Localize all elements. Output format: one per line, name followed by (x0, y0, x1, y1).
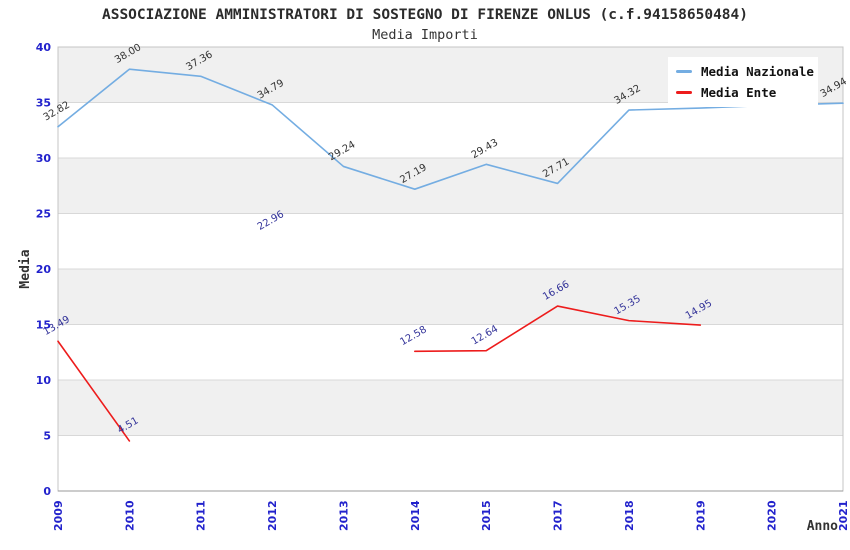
legend-label: Media Nazionale (701, 64, 814, 79)
series-lines (57, 68, 844, 442)
y-tick-label: 35 (36, 97, 51, 110)
y-tick-label: 40 (36, 41, 52, 54)
x-tick-label: 2010 (123, 500, 136, 531)
y-tick-label: 5 (43, 430, 51, 443)
plot-bands (58, 47, 843, 491)
y-axis-title: Media (18, 249, 33, 288)
x-tick-label: 2012 (266, 500, 279, 531)
x-tick-label: 2021 (837, 500, 850, 531)
x-tick-label: 2015 (480, 500, 493, 531)
y-tick-label: 0 (43, 485, 51, 498)
y-tick-label: 20 (36, 263, 52, 276)
legend-item-media-ente[interactable]: Media Ente (676, 85, 814, 100)
gridlines (58, 46, 843, 436)
x-tick-label: 2009 (52, 500, 65, 531)
x-tick-label: 2013 (337, 500, 350, 531)
plot-band (58, 324, 843, 380)
axes (57, 46, 844, 492)
y-tick-label: 10 (36, 374, 52, 387)
x-tick-label: 2018 (623, 500, 636, 531)
legend-swatch-icon (676, 91, 692, 94)
legend-swatch-icon (676, 70, 692, 73)
legend: Media Nazionale Media Ente (668, 57, 818, 107)
plot-band (58, 269, 843, 325)
plot-band (58, 102, 843, 158)
series-line-media-ente[interactable] (57, 340, 131, 442)
legend-item-media-nazionale[interactable]: Media Nazionale (676, 64, 814, 79)
tick-labels: 0 5 10 15 20 25 30 35 40 2009 2010 2011 2012 2013 2014… (36, 41, 850, 531)
x-tick-label: 2020 (766, 500, 779, 531)
y-tick-label: 30 (36, 152, 52, 165)
x-axis-title: Anno (807, 519, 838, 534)
x-tick-label: 2011 (195, 500, 208, 531)
x-tick-label: 2019 (694, 500, 707, 531)
chart-title: ASSOCIAZIONE AMMINISTRATORI DI SOSTEGNO … (102, 7, 748, 23)
chart-subtitle: Media Importi (372, 27, 478, 43)
plot-band (58, 380, 843, 436)
series-line-media-nazionale[interactable] (57, 68, 844, 190)
plot-band (58, 158, 843, 214)
x-tick-label: 2017 (552, 500, 565, 531)
plot-band (58, 213, 843, 269)
y-tick-label: 15 (36, 319, 51, 332)
plot-band (58, 435, 843, 491)
legend-label: Media Ente (701, 85, 777, 100)
y-tick-label: 25 (36, 208, 51, 221)
x-tick-label: 2014 (409, 500, 422, 531)
series-line-media-ente[interactable] (414, 305, 702, 353)
